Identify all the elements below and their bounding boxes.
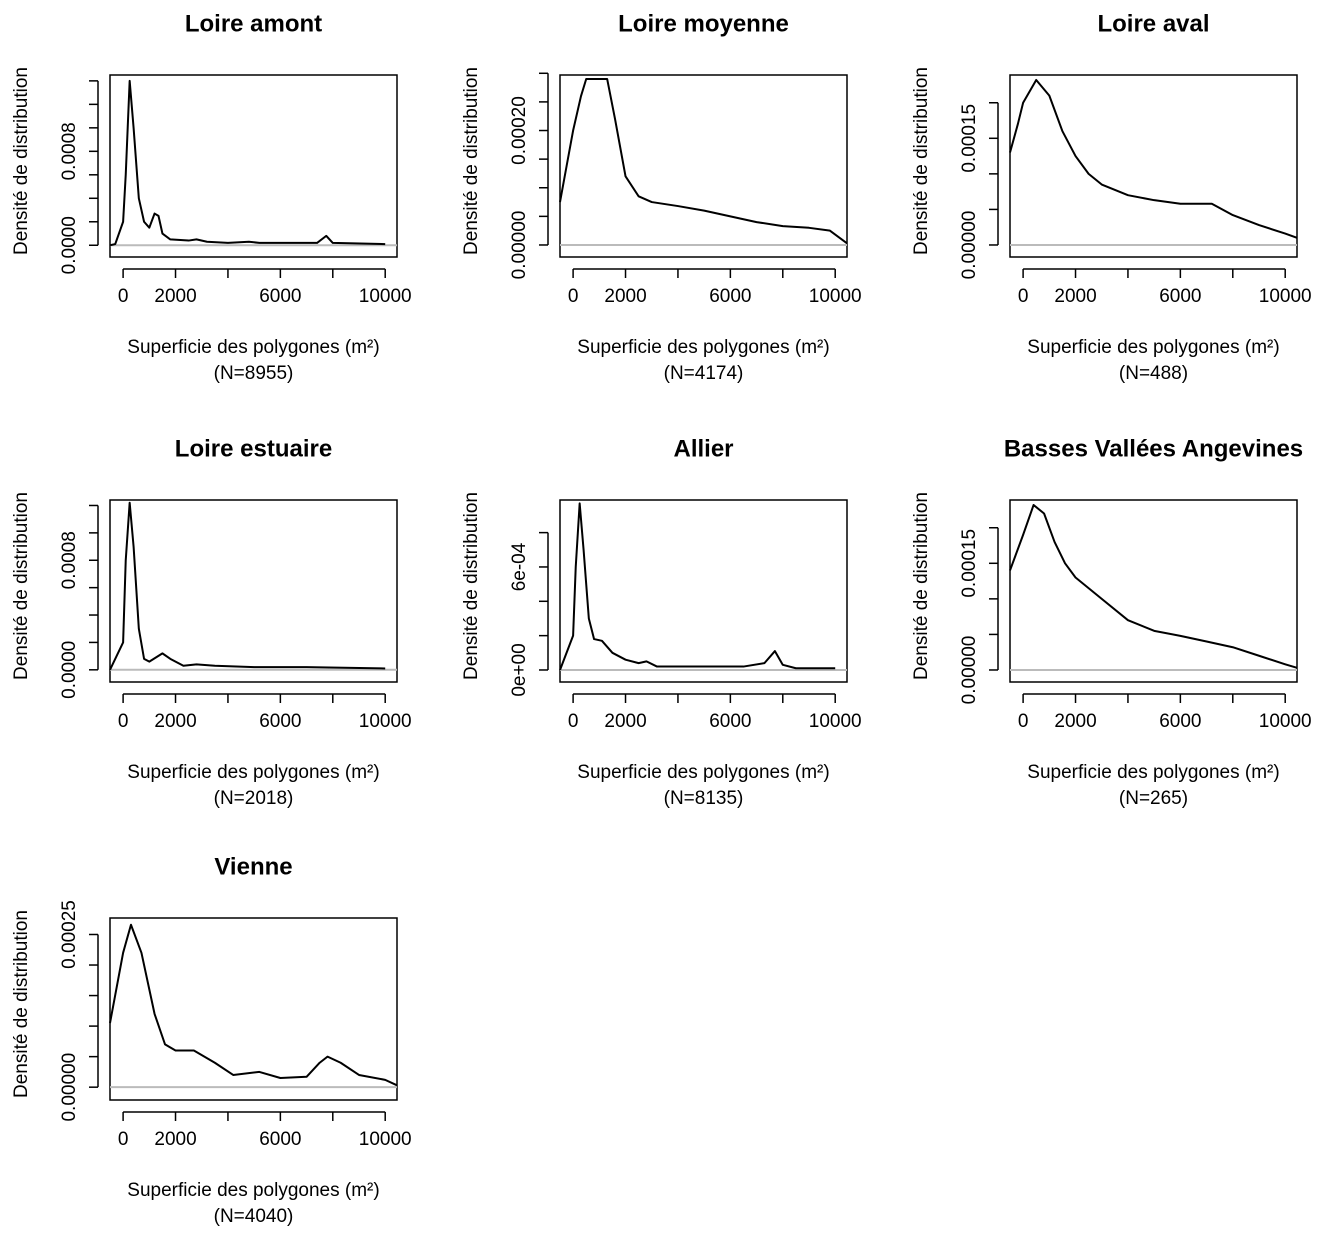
density-line — [1009, 503, 1298, 669]
plot-box — [1009, 499, 1298, 683]
y-axis-label: Densité de distribution — [11, 910, 32, 1098]
y-axis-label: Densité de distribution — [11, 67, 32, 255]
x-axis-label: Superficie des polygones (m²) — [127, 337, 379, 358]
x-tick-label: 10000 — [1259, 286, 1312, 307]
y-tick-label: 0.00000 — [959, 636, 980, 705]
subtitle: (N=265) — [1119, 788, 1188, 809]
y-tick-label: 0.00020 — [509, 96, 530, 165]
panel: Loire amont 0 2000 6000 10000 0.0000 0.0008 Sup… — [11, 10, 412, 384]
density-line — [1009, 78, 1298, 239]
panel-title: Vienne — [214, 853, 292, 880]
panel-title: Loire amont — [185, 10, 322, 37]
panel: Loire aval 0 2000 6000 10000 0.00000 0.00015 Su… — [911, 10, 1312, 384]
x-tick-label: 0 — [118, 711, 129, 732]
x-tick-label: 2000 — [154, 711, 196, 732]
x-tick-label: 2000 — [604, 711, 646, 732]
density-line — [559, 78, 848, 245]
x-tick-label: 10000 — [809, 711, 862, 732]
x-tick-label: 10000 — [809, 286, 862, 307]
x-tick-label: 10000 — [359, 1129, 412, 1150]
y-tick-label: 0.0000 — [59, 216, 80, 274]
x-axis-label: Superficie des polygones (m²) — [127, 762, 379, 783]
y-tick-label: 0.00015 — [959, 529, 980, 598]
y-tick-label: 0.00000 — [959, 211, 980, 280]
y-tick-label: 0.00015 — [959, 104, 980, 173]
x-tick-label: 0 — [568, 286, 579, 307]
x-tick-label: 10000 — [359, 286, 412, 307]
panel: Vienne 0 2000 6000 10000 0.00000 0.00025 Superf… — [11, 853, 412, 1227]
panel: Loire moyenne 0 2000 6000 10000 0.00000 0.0002… — [461, 10, 862, 384]
x-tick-label: 6000 — [709, 286, 751, 307]
subtitle: (N=4174) — [664, 363, 744, 384]
y-tick-label: 0.00025 — [59, 900, 80, 969]
y-axis-label: Densité de distribution — [911, 67, 932, 255]
density-line — [109, 79, 386, 247]
y-tick-label: 0.0000 — [59, 641, 80, 699]
x-tick-label: 2000 — [1054, 711, 1096, 732]
panel-title: Basses Vallées Angevines — [1004, 435, 1303, 462]
y-tick-label: 6e-04 — [509, 542, 530, 591]
density-line — [109, 501, 386, 671]
x-tick-label: 0 — [1018, 286, 1029, 307]
y-axis-label: Densité de distribution — [461, 67, 482, 255]
y-axis-label: Densité de distribution — [461, 492, 482, 680]
subtitle: (N=4040) — [214, 1206, 294, 1227]
x-tick-label: 0 — [118, 1129, 129, 1150]
subtitle: (N=488) — [1119, 363, 1188, 384]
x-tick-label: 6000 — [259, 711, 301, 732]
x-axis-label: Superficie des polygones (m²) — [1027, 762, 1279, 783]
x-tick-label: 6000 — [1159, 286, 1201, 307]
x-tick-label: 6000 — [259, 286, 301, 307]
y-tick-label: 0e+00 — [509, 643, 530, 696]
x-axis-label: Superficie des polygones (m²) — [1027, 337, 1279, 358]
x-axis-label: Superficie des polygones (m²) — [127, 1180, 379, 1201]
y-tick-label: 0.00000 — [509, 211, 530, 280]
plot-box — [559, 499, 848, 683]
plot-box — [1009, 74, 1298, 258]
x-tick-label: 6000 — [1159, 711, 1201, 732]
subtitle: (N=8135) — [664, 788, 744, 809]
y-axis-label: Densité de distribution — [911, 492, 932, 680]
x-tick-label: 2000 — [154, 1129, 196, 1150]
plot-box — [109, 74, 398, 258]
x-tick-label: 0 — [118, 286, 129, 307]
plot-box — [109, 499, 398, 683]
x-tick-label: 10000 — [1259, 711, 1312, 732]
x-axis-label: Superficie des polygones (m²) — [577, 337, 829, 358]
y-axis-label: Densité de distribution — [11, 492, 32, 680]
x-axis-label: Superficie des polygones (m²) — [577, 762, 829, 783]
panel: Loire estuaire 0 2000 6000 10000 0.0000 0.0008… — [11, 435, 412, 809]
density-line — [109, 923, 398, 1087]
x-tick-label: 2000 — [1054, 286, 1096, 307]
plot-box — [109, 917, 398, 1101]
x-tick-label: 6000 — [709, 711, 751, 732]
y-tick-label: 0.0008 — [59, 531, 80, 589]
panel-title: Loire estuaire — [175, 435, 332, 462]
plot-box — [559, 74, 848, 258]
panel-title: Loire moyenne — [618, 10, 789, 37]
subtitle: (N=2018) — [214, 788, 294, 809]
x-tick-label: 10000 — [359, 711, 412, 732]
y-tick-label: 0.0008 — [59, 122, 80, 180]
panel-title: Loire aval — [1097, 10, 1209, 37]
x-tick-label: 2000 — [604, 286, 646, 307]
subtitle: (N=8955) — [214, 363, 294, 384]
x-tick-label: 0 — [1018, 711, 1029, 732]
x-tick-label: 6000 — [259, 1129, 301, 1150]
y-tick-label: 0.00000 — [59, 1053, 80, 1122]
panel-title: Allier — [673, 435, 733, 462]
x-tick-label: 2000 — [154, 286, 196, 307]
x-tick-label: 0 — [568, 711, 579, 732]
density-line — [559, 502, 836, 671]
panel: Basses Vallées Angevines 0 2000 6000 10000 0.… — [911, 435, 1312, 809]
panel: Allier 0 2000 6000 10000 0e+00 6e-04 Superficie… — [461, 435, 862, 809]
